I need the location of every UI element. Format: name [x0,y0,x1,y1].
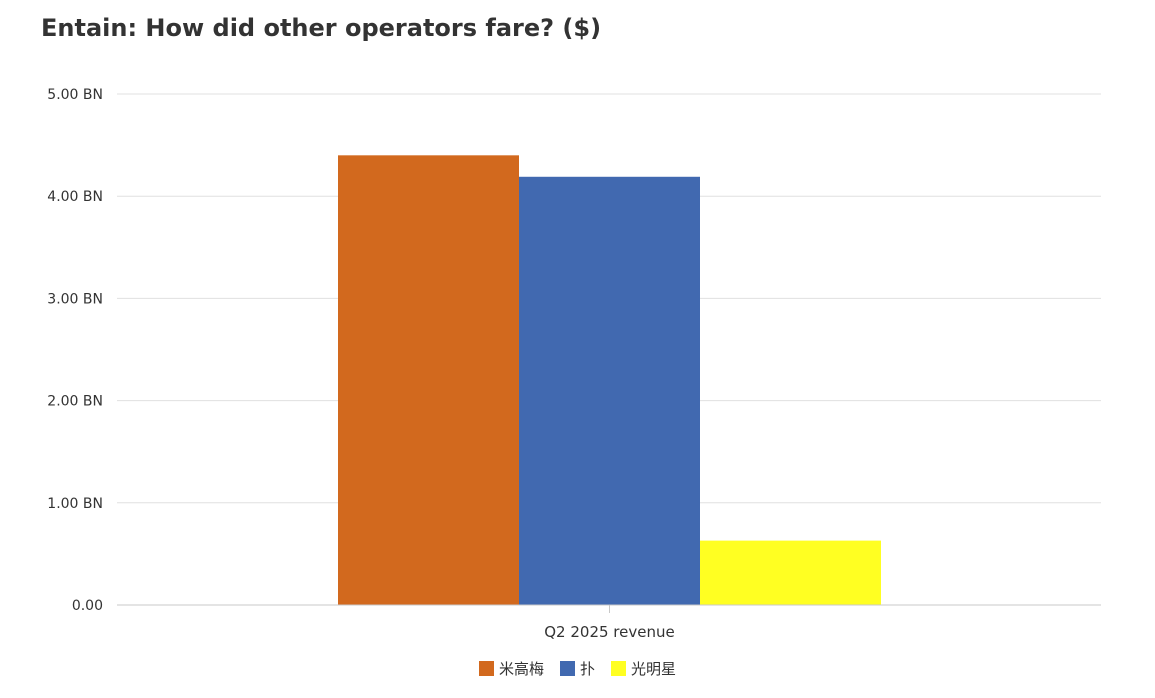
chart-legend: 米高梅 扑 光明星 [0,658,1155,679]
legend-swatch [611,661,626,676]
y-tick-label: 1.00 BN [47,496,103,512]
y-tick-label: 2.00 BN [47,394,103,410]
legend-item[interactable]: 扑 [559,658,595,679]
y-axis-tick-labels: 0.00 1.00 BN 2.00 BN 3.00 BN 4.00 BN 5.00 BN [47,87,103,614]
bar-group [338,155,881,606]
x-tick-label: Q2 2025 revenue [544,623,674,641]
x-axis: Q2 2025 revenue [117,604,1101,641]
legend-label: 光明星 [631,660,677,678]
bar-series-2[interactable] [519,176,700,606]
legend-item[interactable]: 米高梅 [478,658,544,679]
y-tick-label: 3.00 BN [47,291,103,307]
chart-title: Entain: How did other operators fare? ($… [41,14,602,42]
legend-label: 扑 [579,660,595,678]
legend-swatch [559,661,575,676]
y-tick-label: 5.00 BN [47,87,103,103]
legend-item[interactable]: 光明星 [611,658,676,679]
y-tick-label: 4.00 BN [47,189,103,205]
legend-label: 米高梅 [498,660,544,678]
y-tick-label: 0.00 [72,598,103,614]
legend-swatch [478,661,494,676]
bar-series-3[interactable] [700,540,881,605]
bar-series-1[interactable] [338,155,519,605]
